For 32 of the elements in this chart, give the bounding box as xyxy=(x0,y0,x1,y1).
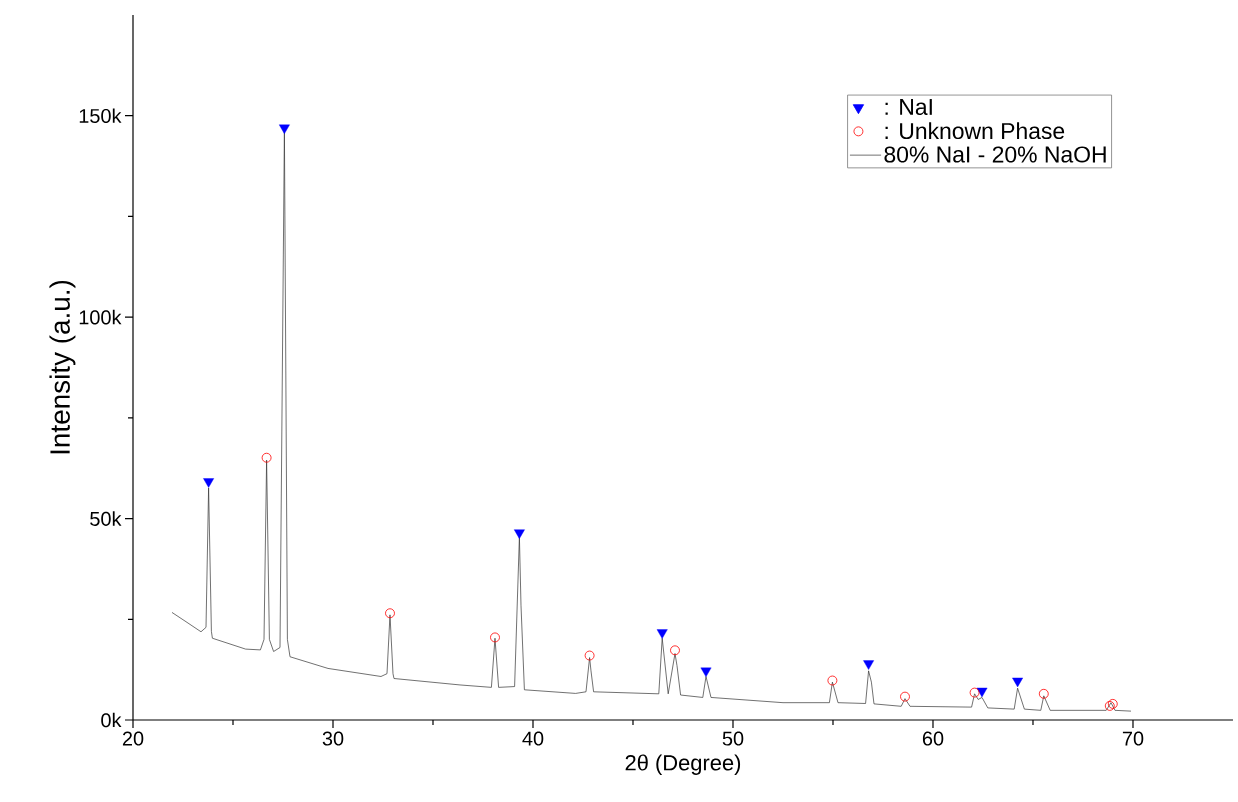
y-tick-label: 100k xyxy=(79,309,122,325)
point xyxy=(385,608,395,619)
x-axis-title: 2θ (Degree) xyxy=(625,754,741,775)
point xyxy=(1012,677,1023,688)
point xyxy=(700,667,712,678)
point xyxy=(900,691,910,702)
y-tick-label: 0k xyxy=(101,712,122,728)
point xyxy=(827,675,838,686)
point xyxy=(279,124,290,134)
y-tick-label: 150k xyxy=(79,108,122,124)
legend-label: : Unknown Phase xyxy=(885,122,1065,140)
point xyxy=(1038,688,1049,699)
point xyxy=(976,687,988,698)
point xyxy=(490,632,500,643)
point xyxy=(203,478,214,488)
point xyxy=(969,687,980,698)
point xyxy=(514,529,525,539)
x-tick-label: 20 xyxy=(122,731,144,746)
x-tick-label: 30 xyxy=(322,731,344,746)
legend-label: : NaI xyxy=(885,99,932,116)
x-tick-label: 50 xyxy=(722,731,744,746)
x-tick-label: 70 xyxy=(1122,731,1144,746)
x-tick-label: 40 xyxy=(522,731,544,746)
point xyxy=(584,650,595,661)
point xyxy=(261,452,272,463)
point xyxy=(863,660,874,670)
x-tick-label: 60 xyxy=(922,731,944,746)
point xyxy=(670,645,680,656)
y-tick-label: 50k xyxy=(90,511,122,526)
legend-label: 80% NaI - 20% NaOH xyxy=(884,146,1106,163)
y-axis-title: Intensity (a.u.) xyxy=(49,280,76,454)
point xyxy=(656,629,668,639)
